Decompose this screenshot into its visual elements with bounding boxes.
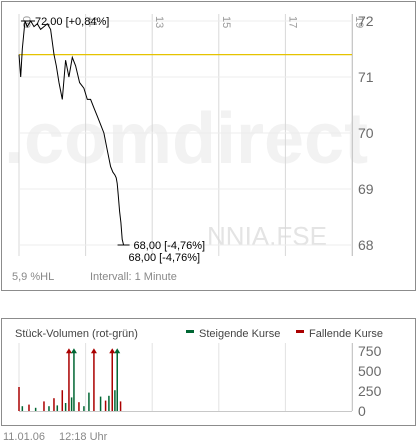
y-tick-label: 71 — [358, 69, 374, 85]
y-tick-label: 72 — [358, 13, 374, 29]
x-tick-label: 15 — [220, 16, 232, 28]
volume-panel-frame — [1, 318, 416, 426]
legend-falling-swatch — [296, 330, 304, 333]
volume-y-tick-label: 0 — [358, 403, 366, 419]
legend-falling-label: Fallende Kurse — [309, 328, 383, 340]
volume-bar — [119, 401, 122, 411]
volume-overflow-marker — [109, 348, 116, 354]
volume-bar — [73, 350, 75, 411]
volume-bar — [53, 398, 55, 411]
price-line — [18, 20, 125, 246]
price-x-axis: 09 11 13 15 17 19 — [20, 16, 365, 28]
volume-bar — [68, 350, 70, 411]
x-tick-label: 13 — [153, 16, 165, 28]
footer-time: 12:18 Uhr — [59, 431, 108, 443]
volume-overflow-marker — [70, 348, 77, 354]
price-y-axis: 68 69 70 71 72 — [358, 13, 374, 253]
volume-title: Stück-Volumen (rot-grün) — [15, 328, 138, 340]
volume-y-tick-label: 750 — [358, 343, 382, 359]
last-price-label: 68,00 [-4,76%] — [129, 252, 201, 264]
legend-falling: Fallende Kurse — [296, 328, 383, 340]
volume-bar — [116, 350, 118, 411]
volume-bar — [64, 403, 67, 411]
price-annotations: 72,00 [+0,84%] 68,00 [-4,76%]68,00 [-4,76… — [20, 16, 206, 264]
volume-bar — [99, 396, 102, 411]
volume-bar — [88, 392, 90, 411]
x-tick-label: 11 — [87, 16, 99, 27]
y-tick-label: 68 — [358, 237, 374, 253]
y-tick-label: 70 — [358, 125, 374, 141]
low-label: 68,00 [-4,76%] — [134, 240, 206, 252]
volume-overflow-marker — [65, 348, 72, 354]
price-series — [18, 20, 125, 246]
volume-bar — [70, 397, 73, 411]
legend-rising: Steigende Kurse — [186, 328, 280, 340]
volume-bar — [104, 400, 107, 411]
volume-y-axis: 0 250 500 750 — [358, 343, 382, 419]
volume-bars — [18, 348, 122, 411]
volume-bar — [43, 401, 45, 411]
symbol-watermark: NNIA.FSE — [207, 221, 327, 251]
volume-bar — [18, 387, 20, 411]
volume-overflow-marker — [114, 348, 121, 354]
volume-bar — [34, 407, 37, 411]
volume-y-tick-label: 500 — [358, 363, 382, 379]
volume-bar — [114, 390, 116, 411]
legend-rising-swatch — [186, 330, 194, 333]
volume-bar — [108, 395, 110, 411]
footer-date: 11.01.06 — [3, 431, 45, 443]
volume-bar — [111, 350, 113, 411]
legend-rising-label: Steigende Kurse — [199, 328, 280, 340]
interval-label: Intervall: 1 Minute — [90, 271, 177, 283]
volume-overflow-marker — [90, 348, 97, 354]
volume-bar — [78, 402, 80, 411]
volume-bar — [28, 404, 30, 411]
y-tick-label: 69 — [358, 181, 374, 197]
volume-bar — [56, 405, 59, 411]
volume-bar — [61, 390, 64, 411]
volume-bar — [83, 406, 85, 411]
x-tick-label: 19 — [353, 16, 365, 28]
volume-bar — [48, 406, 50, 411]
volume-bar — [21, 406, 24, 411]
volume-y-tick-label: 250 — [358, 383, 382, 399]
watermark-logo: .comdirect — [4, 99, 368, 179]
x-tick-label: 17 — [286, 16, 298, 28]
volume-bar — [93, 350, 95, 411]
high-label: 72,00 [+0,84%] — [35, 16, 109, 28]
price-panel-frame — [1, 1, 416, 291]
volatility-label: 5,9 %HL — [12, 271, 54, 283]
